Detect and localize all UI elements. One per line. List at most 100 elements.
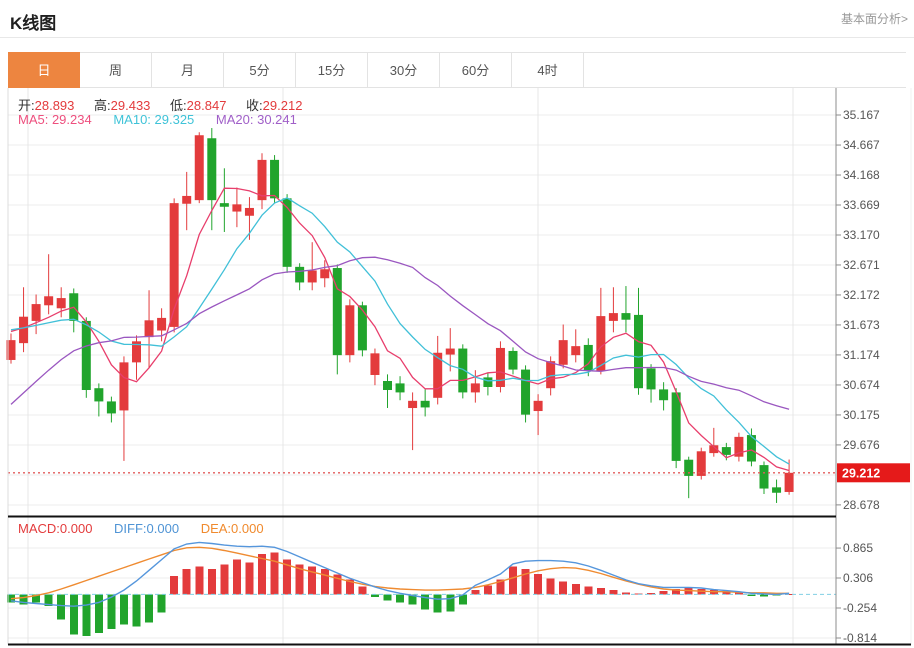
macd-bar [358,586,367,595]
macd-bar [32,594,41,603]
tab-日[interactable]: 日 [8,52,80,88]
macd-bar [747,594,756,597]
tab-4时[interactable]: 4时 [512,52,584,88]
candle [244,207,254,216]
candle [232,204,242,212]
candle [408,400,418,409]
ma10-line [10,197,790,465]
candle [320,269,330,279]
candle [370,353,380,375]
macd-bar [283,559,292,595]
candle [194,135,204,201]
macd-bar [132,594,141,627]
candle [608,313,618,321]
candle [282,198,292,267]
svg-text:30.175: 30.175 [843,408,880,422]
candle [56,298,66,309]
candle [621,313,631,320]
candle [583,344,593,371]
page-title: K线图 [10,14,57,33]
candle [634,314,643,389]
macd-bar [621,592,630,595]
candle [470,383,480,393]
macd-bar [308,566,317,595]
dea-line [10,546,790,600]
candle [157,317,167,331]
macd-bar [383,594,392,601]
macd-bar [107,594,116,630]
tab-30分[interactable]: 30分 [368,52,440,88]
candle [420,400,430,408]
svg-text:32.172: 32.172 [843,288,880,302]
period-tabs: 日周月 5分 15分 30分 60分 4时 [8,52,584,88]
candle [119,362,129,411]
macd-bar [19,594,28,605]
macd-histogram [7,552,794,637]
macd-legend: MACD:0.000 DIFF:0.000 DEA:0.000 [18,521,264,536]
svg-text:-0.814: -0.814 [843,631,877,645]
macd-bar [421,594,430,610]
macd-bar [57,594,66,620]
svg-text:0.306: 0.306 [843,571,873,585]
candle [684,459,694,476]
macd-bar [785,593,794,595]
ma10-legend: MA10: 29.325 [113,112,195,127]
candle [433,352,443,398]
macd-bar [408,594,417,605]
fundamental-analysis-link[interactable]: 基本面分析> [840,12,908,26]
svg-text:-0.254: -0.254 [843,601,877,615]
svg-text:31.174: 31.174 [843,348,880,362]
macd-bar [119,594,128,625]
candle [521,369,531,415]
ma5-line [10,187,790,472]
candle [458,348,468,393]
candle [772,487,782,493]
macd-bar [320,569,329,595]
tab-60分[interactable]: 60分 [440,52,512,88]
candle [270,159,280,199]
svg-text:0.865: 0.865 [843,541,873,555]
candle [6,340,16,360]
tab-周[interactable]: 周 [80,52,152,88]
tab-5分[interactable]: 5分 [224,52,296,88]
candle [721,447,731,455]
svg-text:29.212: 29.212 [842,466,880,480]
macd-bar [245,562,254,595]
candle [759,465,769,489]
macd-bar [571,584,580,595]
candle [495,347,505,388]
candle [571,346,581,356]
macd-bar [534,574,543,595]
candle [144,320,154,338]
candle [332,268,342,356]
svg-text:33.170: 33.170 [843,228,880,242]
macd-bar [157,594,166,613]
macd-bar [182,569,191,595]
macd-bar [672,589,681,595]
candle [709,445,719,454]
macd-bar [458,594,467,605]
title-bar [0,0,914,38]
svg-text:28.678: 28.678 [843,498,880,512]
candle [94,388,104,402]
candle [383,380,392,391]
macd-bar [333,574,342,595]
candle [106,401,116,414]
macd-bar [145,594,154,623]
tab-月[interactable]: 月 [152,52,224,88]
close-label: 收: [246,98,263,113]
macd-bar [232,559,241,595]
svg-text:32.671: 32.671 [843,258,880,272]
candle [44,296,54,306]
tab-15分[interactable]: 15分 [296,52,368,88]
candle [219,203,229,207]
candle [169,203,179,327]
macd-bar [82,594,91,637]
diff-line [10,541,790,607]
macd-bar [734,592,743,595]
macd-axis: 0.865 0.306 -0.254 -0.814 [836,541,877,645]
macd-bar [446,594,455,612]
macd-bar [609,590,618,595]
